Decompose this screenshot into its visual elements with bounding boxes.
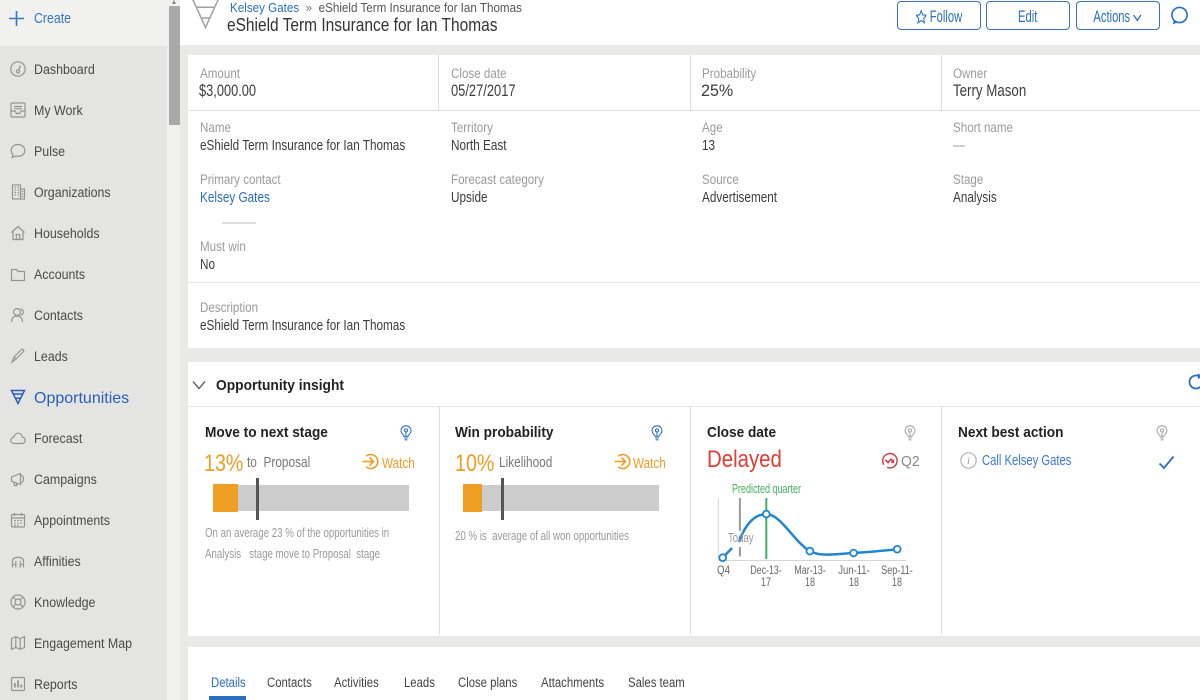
svg-text:i: i bbox=[967, 456, 970, 467]
svg-text:Today: Today bbox=[728, 531, 754, 545]
svg-text:18: 18 bbox=[805, 577, 815, 589]
svg-text:Dec-13-: Dec-13- bbox=[750, 565, 782, 577]
svg-text:18: 18 bbox=[892, 577, 902, 589]
svg-text:17: 17 bbox=[761, 577, 771, 589]
svg-text:Predicted quarter: Predicted quarter bbox=[732, 482, 801, 496]
svg-text:Q4: Q4 bbox=[717, 565, 731, 577]
svg-text:Sep-11-: Sep-11- bbox=[881, 565, 913, 577]
svg-text:Mar-13-: Mar-13- bbox=[794, 565, 826, 577]
svg-text:Jun-11-: Jun-11- bbox=[838, 565, 870, 577]
svg-text:18: 18 bbox=[849, 577, 859, 589]
